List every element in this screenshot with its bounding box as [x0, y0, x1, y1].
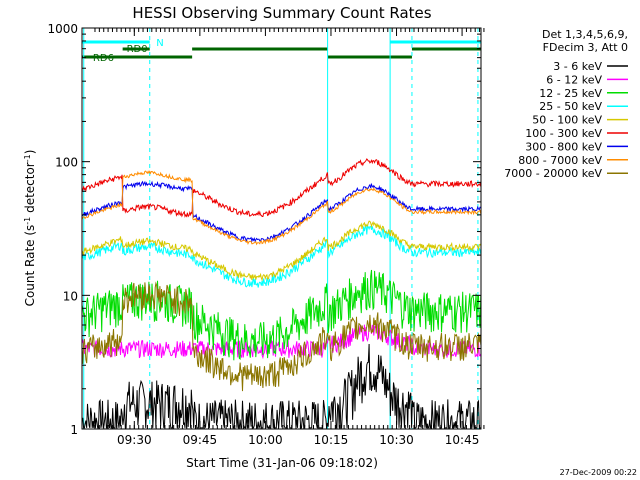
flag-label-rd0: RD0	[127, 44, 148, 55]
axes: 1 10 100 1000 09:30 09:45 10:00 10:15 10:30 10:45	[47, 22, 485, 447]
y-axis-label-end: )	[23, 150, 37, 155]
series-line	[81, 323, 482, 360]
legend-label: 6 - 12 keV	[546, 73, 602, 86]
legend-label: 800 - 7000 keV	[518, 154, 602, 167]
series-line	[81, 170, 482, 246]
x-tick-label: 10:30	[379, 433, 414, 447]
series-line	[81, 180, 481, 243]
legend-label: 25 - 50 keV	[539, 100, 602, 113]
series-line	[81, 343, 481, 430]
legend-label: 12 - 25 keV	[539, 87, 602, 100]
x-tick-label: 09:45	[183, 433, 218, 447]
y-tick-label: 1000	[47, 22, 78, 36]
x-tick-label: 09:30	[117, 433, 152, 447]
chart-title: HESSI Observing Summary Count Rates	[132, 4, 431, 22]
legend-label: 3 - 6 keV	[553, 60, 602, 73]
y-axis-label: Count Rate (s-1 detector-1)	[23, 150, 38, 307]
series-lines	[81, 158, 482, 430]
flag-label-n: N	[156, 38, 163, 49]
y-axis-label-mid: detector	[23, 162, 37, 217]
y-axis-label-sup2: -1	[23, 154, 32, 162]
series-line	[81, 158, 482, 218]
x-axis-label: Start Time (31-Jan-06 09:18:02)	[186, 456, 378, 470]
series-line	[81, 224, 482, 288]
flag-label-rd6: RD6	[93, 53, 114, 64]
series-line	[81, 281, 482, 392]
flag-bars: N RD0 RD6	[82, 38, 481, 64]
x-tick-label: 10:45	[445, 433, 480, 447]
y-tick-label: 100	[55, 156, 78, 170]
x-tick-label: 10:00	[248, 433, 283, 447]
series-line	[81, 220, 482, 282]
y-tick-label: 10	[63, 289, 78, 303]
vertical-markers	[83, 28, 479, 429]
x-tick-label: 10:15	[314, 433, 349, 447]
legend-header-line: Det 1,3,4,5,6,9,	[542, 28, 628, 41]
legend-label: 100 - 300 keV	[525, 127, 602, 140]
footer-date: 27-Dec-2009 00:22	[560, 468, 637, 477]
legend-header-line: FDecim 3, Att 0	[543, 41, 628, 54]
plot-frame	[81, 27, 482, 430]
y-axis-label-sup1: -1	[23, 217, 32, 225]
y-tick-label: 1	[70, 423, 78, 437]
y-axis-label-main: Count Rate (s	[23, 225, 37, 307]
legend-label: 50 - 100 keV	[532, 114, 602, 127]
legend-label: 7000 - 20000 keV	[504, 167, 602, 180]
legend: Det 1,3,4,5,6,9,FDecim 3, Att 0 3 - 6 keV…	[504, 28, 628, 180]
legend-label: 300 - 800 keV	[525, 140, 602, 153]
